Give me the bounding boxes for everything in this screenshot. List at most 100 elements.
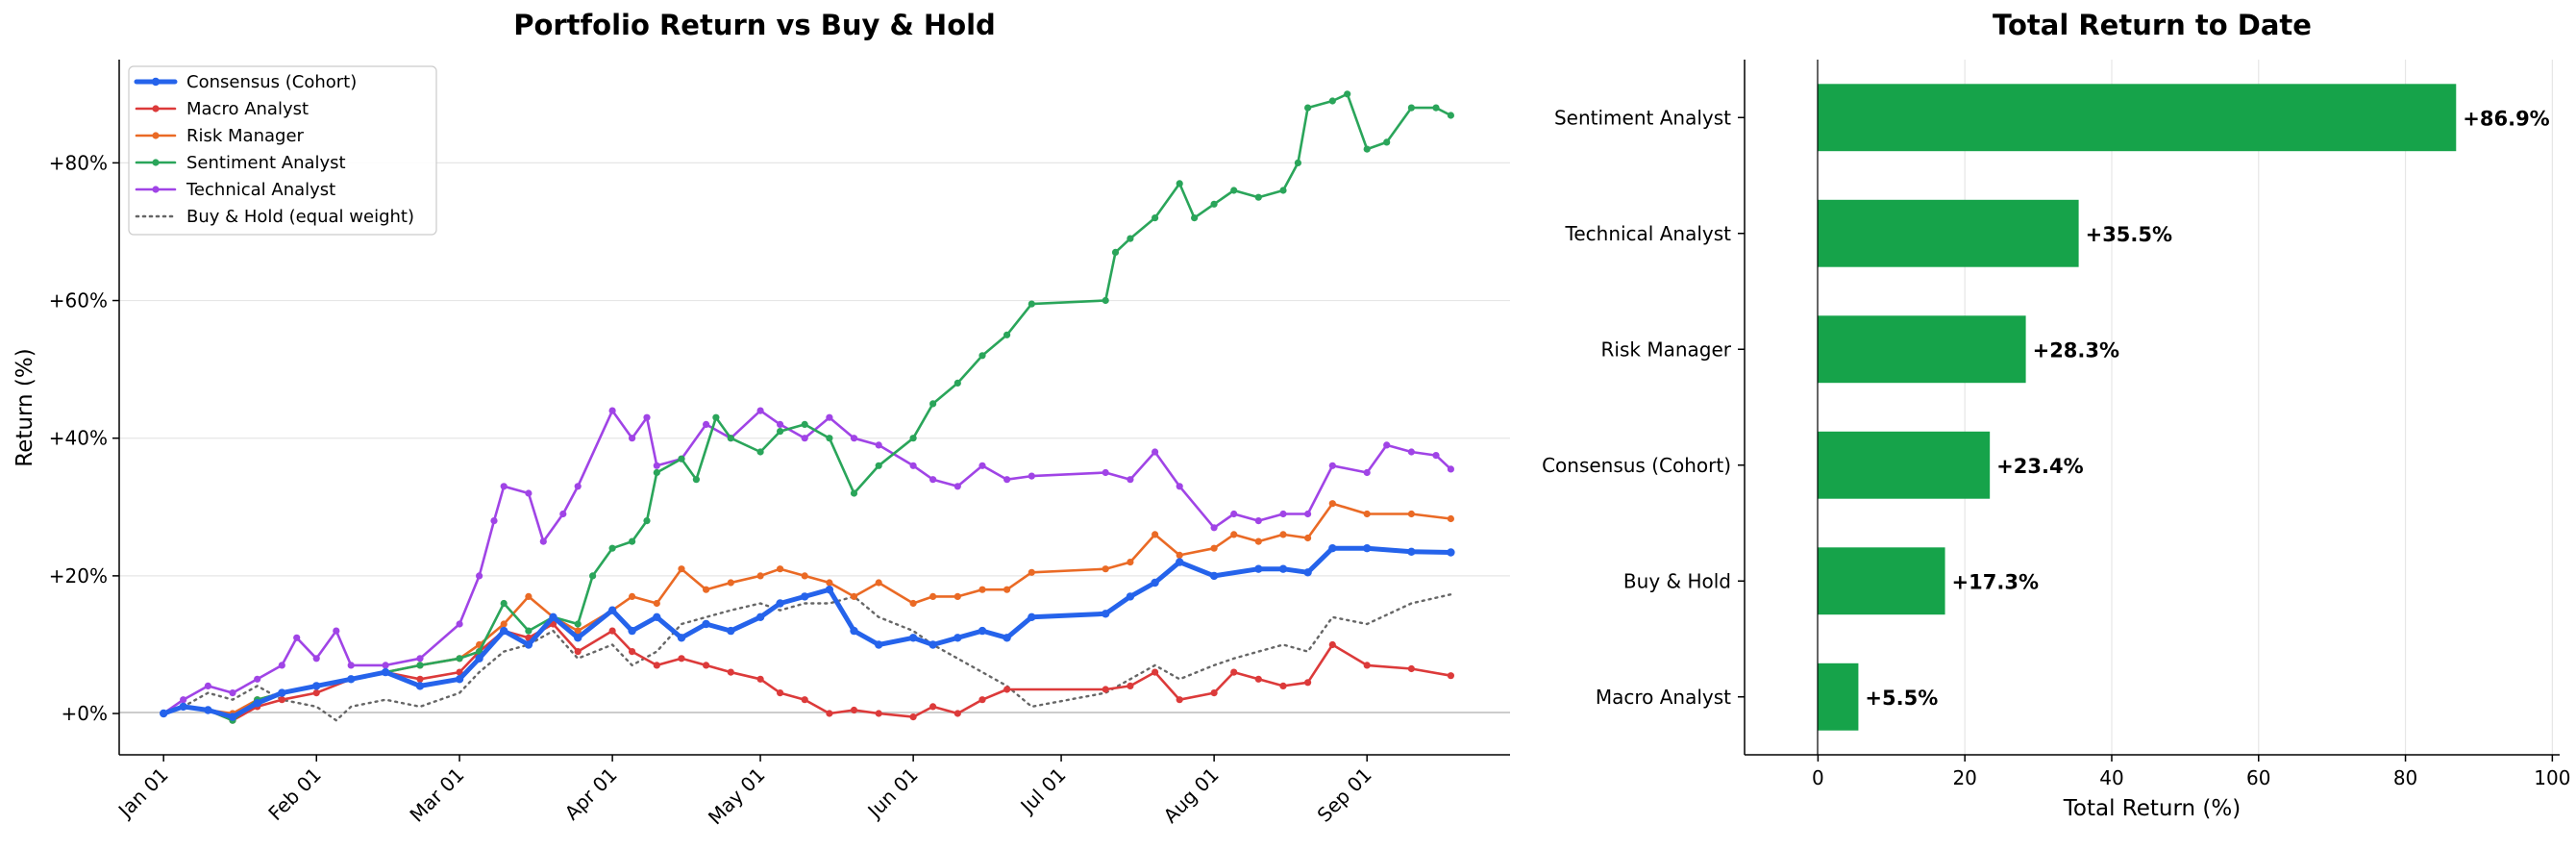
data-point bbox=[1432, 104, 1440, 112]
data-point bbox=[524, 640, 533, 649]
series-0 bbox=[160, 544, 1455, 721]
data-point bbox=[978, 352, 986, 360]
data-point bbox=[1230, 187, 1238, 194]
line-chart-y-axis-label: Return (%) bbox=[12, 348, 37, 466]
data-point bbox=[607, 606, 617, 614]
data-point bbox=[1254, 564, 1263, 573]
bar-category-label: Technical Analyst bbox=[1565, 222, 1732, 245]
data-point bbox=[1152, 531, 1159, 538]
data-point bbox=[1230, 668, 1238, 676]
data-point bbox=[929, 592, 937, 601]
y-tick-label: +0% bbox=[62, 702, 109, 725]
data-point bbox=[1328, 544, 1337, 553]
legend-label: Technical Analyst bbox=[186, 180, 335, 200]
data-point bbox=[1102, 468, 1109, 477]
x-tick-label: Sep 01 bbox=[1313, 763, 1376, 827]
data-point bbox=[678, 455, 685, 462]
x-tick-label: 80 bbox=[2393, 766, 2417, 789]
y-tick-label: +80% bbox=[49, 151, 108, 174]
data-point bbox=[826, 413, 833, 421]
data-point bbox=[608, 407, 616, 414]
data-point bbox=[756, 572, 764, 580]
data-point bbox=[1003, 586, 1011, 593]
data-point bbox=[1127, 559, 1134, 566]
legend-label: Macro Analyst bbox=[186, 99, 309, 119]
y-tick-label: +60% bbox=[49, 289, 108, 312]
data-point bbox=[978, 586, 986, 593]
data-point bbox=[229, 689, 236, 697]
data-point bbox=[801, 420, 808, 428]
data-point bbox=[415, 682, 425, 690]
data-point bbox=[278, 662, 285, 669]
data-point bbox=[1304, 534, 1312, 542]
data-point bbox=[475, 654, 483, 662]
data-point bbox=[643, 413, 651, 421]
x-tick-label: Mar 01 bbox=[405, 763, 468, 827]
data-point bbox=[703, 662, 710, 669]
data-point bbox=[1304, 104, 1312, 112]
data-point bbox=[978, 462, 986, 469]
data-point bbox=[825, 586, 834, 594]
bar-category-label: Consensus (Cohort) bbox=[1542, 454, 1731, 477]
data-point bbox=[1407, 547, 1416, 556]
bar-value-label: +5.5% bbox=[1865, 687, 1938, 710]
data-point bbox=[850, 592, 858, 601]
data-point bbox=[777, 565, 784, 573]
legend-marker bbox=[152, 159, 160, 166]
data-point bbox=[1254, 193, 1262, 201]
bar-value-label: +86.9% bbox=[2463, 107, 2549, 130]
data-point bbox=[727, 668, 734, 676]
data-point bbox=[978, 626, 987, 636]
data-point bbox=[703, 586, 710, 593]
bar-chart-panel: Total Return to Date +86.9%+35.5%+28.3%+… bbox=[1542, 9, 2570, 821]
data-point bbox=[312, 689, 320, 697]
data-point bbox=[1304, 510, 1312, 518]
data-point bbox=[381, 667, 390, 677]
data-point bbox=[756, 448, 764, 456]
data-point bbox=[826, 579, 833, 587]
data-point bbox=[490, 517, 498, 525]
data-point bbox=[1407, 448, 1415, 456]
legend-item: Risk Manager bbox=[135, 126, 305, 146]
data-point bbox=[1152, 668, 1159, 676]
data-point bbox=[727, 579, 734, 587]
x-tick-label: 20 bbox=[1952, 766, 1976, 789]
data-point bbox=[1127, 235, 1134, 242]
data-point bbox=[756, 675, 764, 683]
data-point bbox=[1028, 300, 1035, 308]
data-point bbox=[278, 696, 285, 704]
data-point bbox=[1447, 465, 1454, 473]
data-point bbox=[1447, 548, 1455, 557]
data-point bbox=[1003, 686, 1011, 693]
data-point bbox=[500, 620, 508, 628]
data-point bbox=[500, 599, 508, 608]
data-point bbox=[929, 640, 937, 649]
data-point bbox=[1028, 472, 1035, 480]
series-2 bbox=[160, 500, 1454, 717]
data-point bbox=[653, 468, 660, 477]
bar bbox=[1818, 431, 1991, 499]
x-tick-label: Feb 01 bbox=[263, 763, 326, 826]
bar bbox=[1818, 84, 2457, 152]
series-4 bbox=[160, 407, 1454, 717]
data-point bbox=[1254, 538, 1262, 545]
data-point bbox=[1432, 452, 1440, 460]
data-point bbox=[875, 640, 883, 649]
data-point bbox=[653, 662, 660, 669]
data-point bbox=[574, 648, 582, 656]
x-tick-label: 60 bbox=[2246, 766, 2270, 789]
x-tick-label: 100 bbox=[2534, 766, 2570, 789]
data-point bbox=[574, 627, 582, 635]
data-point bbox=[909, 599, 917, 608]
data-point bbox=[1028, 568, 1035, 576]
data-point bbox=[500, 483, 508, 490]
data-point bbox=[559, 510, 567, 518]
data-point bbox=[476, 572, 483, 580]
x-tick-label: May 01 bbox=[704, 763, 770, 830]
data-point bbox=[1254, 517, 1262, 525]
x-tick-label: Jul 01 bbox=[1015, 763, 1071, 819]
data-point bbox=[1126, 592, 1135, 601]
data-point bbox=[525, 489, 533, 497]
data-point bbox=[1152, 448, 1159, 456]
